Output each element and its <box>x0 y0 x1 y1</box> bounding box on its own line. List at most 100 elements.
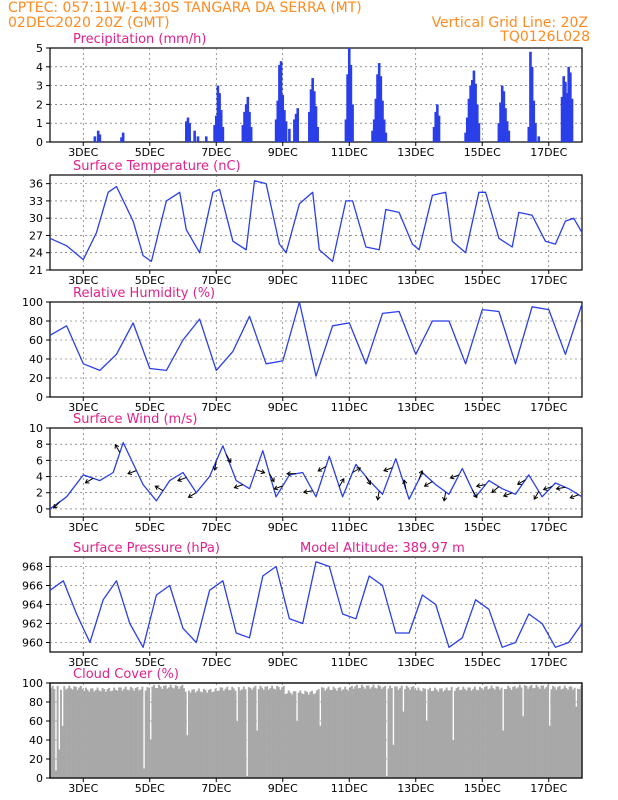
cloud-bar <box>194 692 197 778</box>
cloud-bar <box>111 690 114 778</box>
x-tick-label: 17DEC <box>530 782 567 795</box>
cloud-bar <box>226 686 229 778</box>
x-tick-label: 15DEC <box>464 521 501 534</box>
cloud-bar <box>365 685 368 778</box>
cloud-bar <box>345 689 348 778</box>
cloud-bar <box>334 688 337 778</box>
cloud-bar <box>50 687 52 778</box>
cloud-bar <box>144 690 147 778</box>
y-tick-label: 60 <box>29 334 43 347</box>
cloud-bar <box>252 687 255 778</box>
cloud-bar <box>212 691 215 778</box>
precip-bar <box>371 130 374 142</box>
precip-bar <box>562 76 566 142</box>
wind-arrow-shaft <box>476 484 486 487</box>
y-tick-label: 0 <box>36 503 43 516</box>
wind-arrow-shaft <box>450 474 460 479</box>
cloud-bar <box>101 687 104 778</box>
cloud-bar <box>294 691 297 778</box>
cloud-bar <box>497 686 500 778</box>
precip-bar <box>349 64 353 142</box>
cloud-bar <box>262 689 265 778</box>
cloud-bar <box>254 685 257 778</box>
cloud-bar <box>490 685 493 778</box>
cloud-bar <box>232 688 235 778</box>
cloud-bar <box>126 689 129 778</box>
precip-bar <box>196 136 200 142</box>
cloud-bar <box>214 688 217 778</box>
cloud-bar <box>149 740 152 778</box>
precip-bar <box>376 74 379 142</box>
cloud-bar <box>221 687 224 778</box>
cloud-bar <box>562 688 565 778</box>
precip-bar <box>432 126 436 142</box>
cloud-bar <box>74 686 77 778</box>
cloud-bar <box>66 688 69 778</box>
cloud-bar <box>124 686 127 778</box>
cloud-bar <box>173 688 175 778</box>
cloud-bar <box>284 694 287 778</box>
precip-bar <box>311 78 314 142</box>
cloud-bar <box>311 690 313 778</box>
cloud-bar <box>483 687 486 778</box>
wind-arrow-head <box>339 478 345 483</box>
precip-bar <box>384 132 388 142</box>
x-tick-label: 13DEC <box>397 656 434 669</box>
cloud-bar <box>186 735 189 778</box>
cloud-bar <box>61 725 64 778</box>
cloud-bar <box>463 688 466 778</box>
precip-bar <box>527 126 531 142</box>
cloud-bar <box>209 688 212 778</box>
x-tick-label: 13DEC <box>397 274 434 287</box>
y-tick-label: 6 <box>36 454 43 467</box>
cloud-bar <box>470 690 473 778</box>
cloud-bar <box>256 730 259 778</box>
cloud-bar <box>482 689 485 778</box>
cloud-bar <box>434 687 436 778</box>
x-tick-label: 9DEC <box>268 146 298 159</box>
cloud-bar <box>216 690 219 778</box>
cloud-bar <box>59 689 62 778</box>
cloud-bar <box>375 688 378 778</box>
cloud-bar <box>246 776 249 778</box>
wind-arrow-head <box>555 485 561 491</box>
cloud-bar <box>502 730 505 778</box>
y-tick-label: 1 <box>36 117 43 130</box>
precip-bar <box>377 63 381 142</box>
cloud-bar <box>530 684 533 778</box>
cloud-bar <box>183 688 185 778</box>
cloud-bar <box>297 692 300 778</box>
precip-bar <box>193 130 196 142</box>
cloud-bar <box>535 684 538 778</box>
cloud-bar <box>465 690 468 778</box>
cloud-bar <box>104 691 107 778</box>
cloud-bar <box>404 689 407 778</box>
cloud-bar <box>156 688 159 778</box>
y-tick-label: 10 <box>29 422 43 435</box>
cloud-bar <box>227 689 230 778</box>
series-line-4 <box>49 561 583 648</box>
cloud-bar <box>168 687 170 778</box>
cloud-bar <box>151 686 154 778</box>
header-grid-note: Vertical Grid Line: 20Z <box>431 15 588 31</box>
cloud-bar <box>578 689 581 778</box>
precip-bar <box>437 115 441 142</box>
cloud-bar <box>176 686 179 778</box>
cloud-bar <box>54 770 57 778</box>
cloud-bar <box>237 687 240 778</box>
cloud-bar <box>196 690 199 778</box>
wind-arrow-shaft <box>255 469 265 474</box>
cloud-bar <box>71 689 74 778</box>
cloud-bar <box>141 686 144 778</box>
precip-bar <box>467 98 471 142</box>
x-tick-label: 11DEC <box>331 401 368 414</box>
wind-arrow-head <box>187 493 193 498</box>
wind-arrow-shaft <box>543 485 553 491</box>
wind-arrow-shaft <box>418 470 423 480</box>
cloud-bar <box>429 687 432 778</box>
cloud-bar <box>264 686 267 778</box>
wind-arrow-head <box>502 492 508 498</box>
precip-bar <box>560 96 564 142</box>
cloud-bar <box>517 687 520 778</box>
panel-annotation-4: Model Altitude: 389.97 m <box>300 541 465 556</box>
